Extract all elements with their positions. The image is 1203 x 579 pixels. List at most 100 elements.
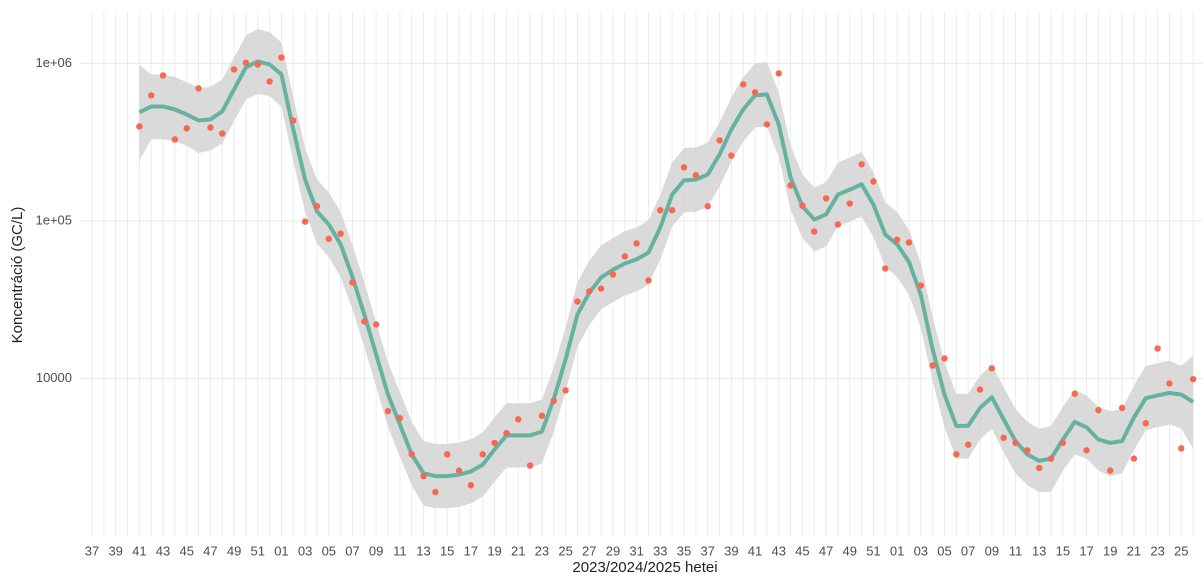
x-tick-label: 49 — [227, 543, 241, 558]
data-point — [325, 235, 332, 243]
data-point — [1166, 380, 1173, 387]
data-point — [1118, 404, 1126, 412]
x-tick-label: 23 — [535, 543, 549, 558]
data-point — [609, 271, 617, 278]
x-tick-label: 05 — [322, 543, 336, 558]
data-point — [668, 207, 676, 214]
x-tick-label: 49 — [843, 543, 857, 558]
x-tick-label: 19 — [487, 543, 501, 558]
x-tick-label: 41 — [132, 543, 146, 558]
data-point — [692, 172, 700, 179]
data-point — [479, 451, 486, 458]
x-tick-label: 37 — [700, 543, 714, 558]
x-axis-label: 2023/2024/2025 hetei — [572, 559, 717, 576]
data-point — [491, 439, 498, 447]
data-point — [799, 202, 806, 209]
data-point — [278, 54, 285, 61]
data-point — [301, 218, 309, 225]
data-point — [976, 386, 984, 393]
data-point — [1178, 445, 1185, 452]
data-point — [420, 472, 427, 480]
confidence-band — [139, 29, 1194, 509]
data-point — [526, 462, 534, 469]
x-tick-label: 29 — [606, 543, 620, 558]
x-tick-label: 21 — [511, 543, 525, 558]
data-point — [811, 228, 818, 235]
data-point — [207, 124, 214, 131]
x-tick-label: 31 — [629, 543, 643, 558]
data-point — [159, 72, 167, 79]
data-point — [893, 236, 901, 243]
data-point — [444, 451, 451, 458]
data-point — [195, 85, 202, 92]
data-point — [349, 279, 356, 286]
data-point — [740, 81, 747, 88]
x-tick-label: 41 — [748, 543, 762, 558]
data-point — [266, 78, 273, 85]
data-point — [597, 285, 605, 292]
data-point — [562, 387, 569, 394]
data-point — [846, 200, 853, 207]
data-point — [550, 397, 557, 405]
data-point — [361, 318, 368, 325]
x-tick-label: 33 — [653, 543, 667, 558]
data-point — [467, 482, 475, 489]
x-tick-label: 15 — [440, 543, 454, 558]
data-point — [1000, 434, 1007, 442]
data-point — [964, 441, 972, 448]
y-tick-label: 1e+05 — [35, 212, 72, 227]
data-point — [905, 239, 913, 246]
x-tick-label: 21 — [1127, 543, 1141, 558]
data-point — [633, 240, 640, 247]
data-point — [858, 161, 865, 168]
x-tick-label: 01 — [890, 543, 904, 558]
data-point — [870, 178, 877, 185]
data-point — [219, 130, 226, 137]
data-point — [751, 89, 759, 96]
data-point — [822, 195, 830, 202]
data-point — [621, 253, 628, 260]
data-point — [929, 362, 936, 369]
x-tick-label: 03 — [914, 543, 928, 558]
x-tick-label: 05 — [937, 543, 951, 558]
data-point — [680, 164, 688, 171]
x-tick-label: 09 — [369, 543, 383, 558]
data-point — [171, 136, 179, 143]
x-tick-label: 01 — [274, 543, 288, 558]
x-tick-label: 07 — [345, 543, 359, 558]
data-point — [728, 152, 735, 159]
data-point — [586, 288, 593, 295]
data-point — [242, 59, 250, 66]
x-tick-label: 39 — [724, 543, 738, 558]
data-point — [645, 277, 652, 284]
x-tick-label: 03 — [298, 543, 312, 558]
x-tick-label: 13 — [416, 543, 430, 558]
x-tick-label: 43 — [156, 543, 170, 558]
data-point — [1047, 455, 1055, 462]
data-point — [1130, 455, 1138, 462]
data-point — [136, 123, 143, 130]
x-tick-label: 47 — [819, 543, 833, 558]
data-point — [763, 121, 771, 128]
data-point — [775, 70, 782, 77]
y-axis-label: Koncentráció (GC/L) — [9, 207, 26, 344]
data-point — [290, 117, 297, 124]
x-tick-label: 47 — [203, 543, 217, 558]
x-tick-label: 13 — [1032, 543, 1046, 558]
data-point — [574, 298, 581, 305]
x-tick-label: 51 — [866, 543, 880, 558]
x-tick-label: 09 — [985, 543, 999, 558]
data-point — [941, 355, 948, 362]
data-point — [408, 451, 415, 458]
data-point — [384, 407, 392, 415]
data-point — [988, 365, 996, 372]
data-point — [372, 321, 380, 328]
data-point — [704, 203, 711, 210]
data-point — [230, 66, 238, 73]
data-point — [455, 467, 463, 474]
data-point — [1107, 467, 1114, 474]
data-point — [148, 92, 155, 99]
x-tick-label: 51 — [251, 543, 265, 558]
x-tick-label: 35 — [677, 543, 691, 558]
